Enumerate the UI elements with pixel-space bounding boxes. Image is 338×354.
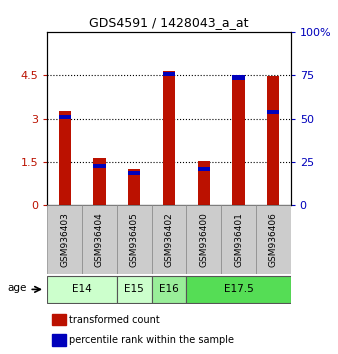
Text: age: age: [7, 283, 26, 293]
Bar: [186, 205, 221, 274]
Text: E14: E14: [72, 284, 92, 295]
Bar: [128, 169, 140, 205]
Bar: [58, 115, 71, 119]
Text: GSM936403: GSM936403: [60, 212, 69, 267]
Bar: [52, 314, 66, 325]
Text: E17.5: E17.5: [224, 284, 254, 295]
Text: GSM936404: GSM936404: [95, 212, 104, 267]
Bar: [128, 171, 140, 175]
Bar: [163, 71, 175, 205]
Bar: [267, 110, 280, 114]
Bar: [93, 164, 105, 168]
Text: GSM936405: GSM936405: [130, 212, 139, 267]
Bar: [117, 276, 152, 303]
Bar: [47, 205, 82, 274]
Bar: [93, 159, 105, 205]
Bar: [82, 205, 117, 274]
Bar: [233, 75, 245, 80]
Text: E15: E15: [124, 284, 144, 295]
Bar: [163, 72, 175, 76]
Bar: [186, 276, 291, 303]
Bar: [267, 76, 280, 205]
Bar: [47, 276, 117, 303]
Bar: [233, 75, 245, 205]
Bar: [221, 205, 256, 274]
Title: GDS4591 / 1428043_a_at: GDS4591 / 1428043_a_at: [89, 16, 249, 29]
Bar: [117, 205, 152, 274]
Text: E16: E16: [159, 284, 179, 295]
Bar: [58, 112, 71, 205]
Text: GSM936400: GSM936400: [199, 212, 208, 267]
Bar: [52, 334, 66, 346]
Text: GSM936402: GSM936402: [165, 212, 173, 267]
Bar: [256, 205, 291, 274]
Bar: [152, 276, 186, 303]
Text: percentile rank within the sample: percentile rank within the sample: [69, 335, 234, 346]
Text: transformed count: transformed count: [69, 315, 160, 325]
Bar: [198, 167, 210, 171]
Text: GSM936406: GSM936406: [269, 212, 278, 267]
Text: GSM936401: GSM936401: [234, 212, 243, 267]
Bar: [152, 205, 186, 274]
Bar: [198, 161, 210, 205]
